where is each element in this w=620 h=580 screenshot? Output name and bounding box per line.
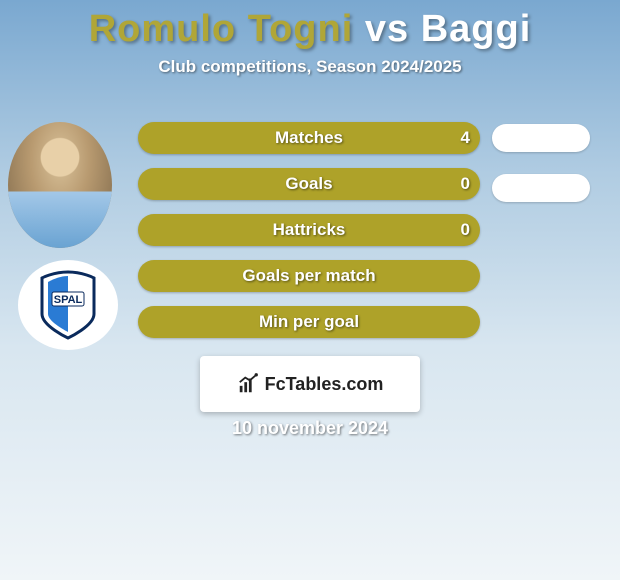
spal-logo-icon: SPAL [38,270,98,340]
stat-bar: Min per goal [138,306,480,338]
player2-avatar: SPAL [18,260,118,350]
chart-icon [237,373,259,395]
right-pill [492,174,590,202]
stat-bar: Hattricks0 [138,214,480,246]
date-text: 10 november 2024 [0,418,620,439]
stat-bars: Matches4Goals0Hattricks0Goals per matchM… [138,122,480,352]
page-title: Romulo Togni vs Baggi [0,0,620,51]
svg-text:SPAL: SPAL [54,294,83,306]
stat-bar-value: 4 [461,128,470,148]
stat-bar-label: Hattricks [138,220,480,240]
stat-bar-label: Goals per match [138,266,480,286]
title-player2: Baggi [421,8,532,50]
right-pills [492,122,590,362]
stat-bar-label: Goals [138,174,480,194]
stat-bar: Goals per match [138,260,480,292]
title-player1: Romulo Togni [89,8,354,50]
right-pill [492,124,590,152]
branding-badge: FcTables.com [200,356,420,412]
player1-avatar [8,122,112,248]
branding-text: FcTables.com [265,374,384,395]
stat-bar-label: Matches [138,128,480,148]
stat-bar: Goals0 [138,168,480,200]
stat-bar: Matches4 [138,122,480,154]
avatars: SPAL [8,122,118,350]
title-vs: vs [365,8,409,50]
subtitle: Club competitions, Season 2024/2025 [0,57,620,77]
stat-bar-label: Min per goal [138,312,480,332]
stat-bar-value: 0 [461,220,470,240]
stat-bar-value: 0 [461,174,470,194]
